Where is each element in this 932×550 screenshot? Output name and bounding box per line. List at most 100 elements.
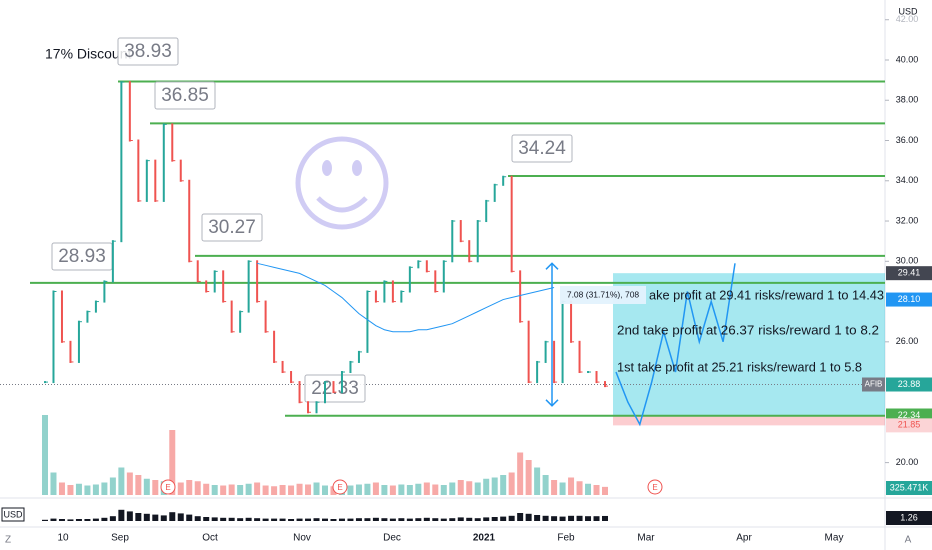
indicator-bar: [457, 517, 464, 521]
indicator-bar: [593, 516, 600, 521]
candle: [60, 290, 63, 343]
candle: [400, 290, 403, 303]
indicator-bar: [126, 511, 133, 521]
candle: [578, 340, 581, 374]
candle: [111, 240, 114, 283]
volume-bar: [381, 485, 388, 495]
take-profit-note: 1st take profit at 25.21 risks/reward 1 …: [617, 359, 862, 374]
measure-head: [545, 262, 559, 407]
target-price-box: [886, 266, 932, 281]
measure-box: [560, 286, 646, 304]
volume-bar: [169, 430, 176, 495]
volume-bar: [389, 485, 396, 495]
currency-label[interactable]: USD: [898, 6, 918, 16]
volume-bar: [517, 452, 524, 495]
volume-bar: [449, 482, 456, 495]
indicator-bar: [466, 517, 473, 521]
indicator-bar: [551, 516, 558, 521]
volume-bar: [203, 483, 210, 495]
indicator-bar: [576, 515, 583, 521]
volume-bar: [279, 485, 286, 495]
volume-bar: [186, 480, 193, 495]
indicator-bar: [534, 515, 541, 521]
corner-label[interactable]: Z: [5, 535, 11, 546]
level-label: 36.85: [161, 85, 209, 106]
ma-price-box: [886, 292, 932, 307]
earnings-label: E: [337, 483, 342, 492]
level-callout: [201, 213, 263, 242]
indicator-bar: [322, 518, 328, 521]
volume-bar: [568, 477, 575, 495]
volume-bar: [84, 485, 91, 495]
volume-bar: [177, 482, 184, 495]
indicator-bar: [296, 518, 303, 521]
candle: [476, 220, 479, 263]
volume-bar: [42, 415, 48, 495]
indicator-bar: [474, 518, 481, 521]
earnings-marker: [647, 479, 663, 495]
indicator-bar: [372, 517, 379, 521]
projection-path: [615, 263, 736, 427]
candle: [273, 330, 276, 363]
candle: [205, 280, 208, 293]
candle: [239, 310, 242, 333]
volume-bar: [355, 484, 362, 495]
candle: [264, 300, 267, 333]
candle: [222, 270, 225, 303]
candle: [128, 81, 131, 142]
stop-price-box: [886, 418, 932, 433]
candle: [408, 266, 411, 293]
volume-bar: [542, 475, 549, 495]
candle: [340, 371, 343, 394]
candle: [425, 260, 428, 273]
volume-bar: [593, 485, 600, 495]
candle: [298, 381, 301, 404]
volume-bar: [525, 460, 532, 495]
y-tick-label: 36.00: [896, 135, 919, 145]
candle: [307, 401, 310, 414]
volume-bar: [534, 467, 541, 495]
volume-bar: [126, 472, 133, 495]
earnings-label: E: [165, 483, 170, 492]
indicator-bar: [355, 518, 362, 521]
y-tick-label: 26.00: [896, 336, 919, 346]
smiley-face: [295, 136, 389, 230]
indicator-bar: [517, 513, 524, 521]
candle: [77, 320, 80, 363]
y-tick-label: 34.00: [896, 175, 919, 185]
stop-price: 21.85: [898, 420, 921, 430]
target-zone: [613, 273, 885, 416]
indicator-bar: [568, 515, 575, 521]
volume-bar: [372, 482, 379, 495]
candle: [213, 270, 216, 293]
indicator-bar: [135, 513, 142, 521]
volume-bar: [228, 484, 235, 495]
indicator-bar: [50, 518, 57, 521]
volume-bar: [67, 485, 74, 495]
earnings-marker: [160, 479, 176, 495]
indicator-bar: [364, 518, 371, 521]
indicator-bar: [245, 517, 252, 521]
candle: [391, 280, 394, 303]
candle: [468, 240, 471, 263]
indicator-bar: [67, 519, 74, 521]
indicator-bar: [313, 518, 320, 521]
candle: [570, 300, 573, 343]
x-tick-label: Oct: [202, 533, 218, 544]
volume-bar: [245, 483, 252, 495]
candle: [188, 179, 191, 263]
volume-bar: [500, 475, 507, 495]
volume-bar: [101, 482, 108, 495]
corner-label[interactable]: A: [905, 535, 912, 546]
volume-bar: [474, 482, 481, 495]
indicator-bar: [152, 514, 159, 521]
symbol-label: AFIB: [865, 380, 883, 389]
indicator-bar: [406, 518, 413, 521]
measure-label: 7.08 (31.71%), 708: [567, 289, 640, 299]
volume-bar: [194, 481, 201, 495]
candle: [604, 381, 606, 388]
volume-bar: [152, 480, 159, 495]
candle: [324, 381, 326, 404]
volume-bar: [457, 480, 464, 495]
volume-bar: [398, 484, 405, 495]
